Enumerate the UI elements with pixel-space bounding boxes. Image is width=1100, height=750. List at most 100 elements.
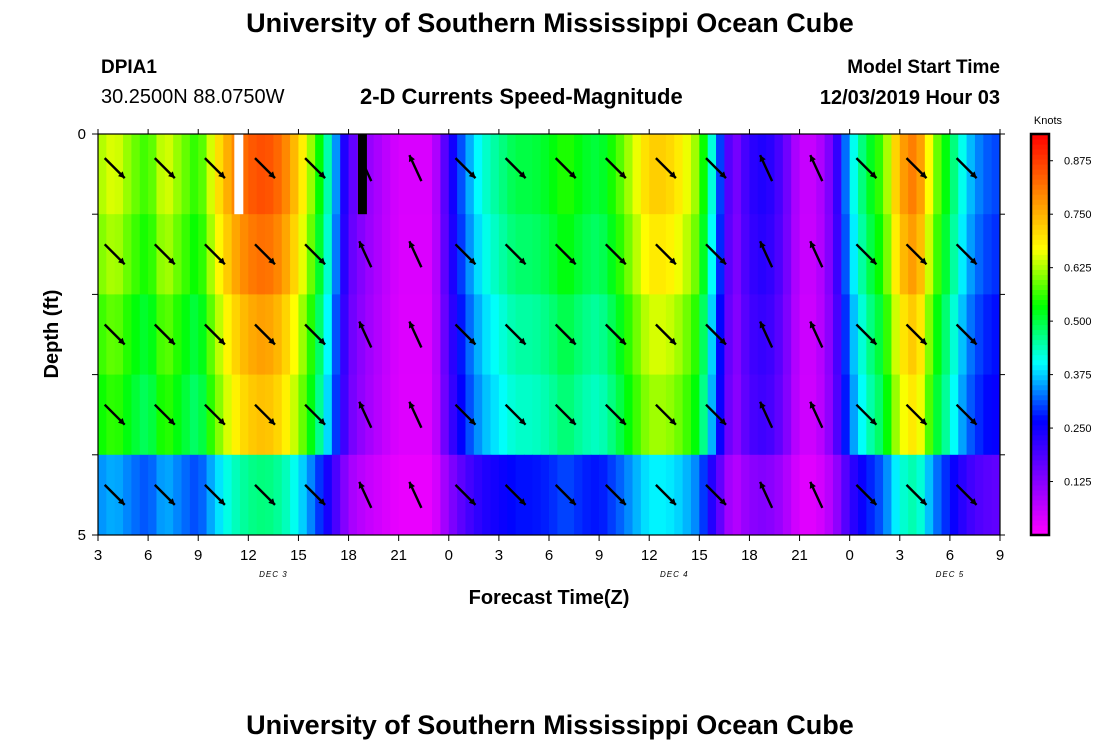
heatmap-cell — [866, 374, 876, 456]
heatmap-cell — [398, 134, 408, 215]
heatmap-cell — [114, 294, 124, 376]
heatmap-cell — [281, 294, 291, 376]
heatmap-cell — [356, 214, 366, 295]
heatmap-cell — [974, 374, 984, 456]
heatmap-cell — [807, 374, 817, 456]
heatmap-cell — [891, 134, 901, 215]
heatmap-cell — [924, 134, 934, 215]
heatmap-cell — [699, 214, 709, 295]
heatmap-cell — [782, 454, 792, 535]
heatmap-cell — [290, 454, 300, 535]
heatmap-cell — [565, 214, 575, 295]
heatmap-cell — [523, 214, 533, 295]
current-arrow — [153, 157, 176, 179]
heatmap-cell — [273, 294, 283, 376]
heatmap-cell — [239, 214, 249, 295]
colorbar-swatch — [1031, 269, 1049, 275]
heatmap-cell — [966, 134, 976, 215]
current-arrow — [204, 403, 226, 426]
heatmap-cell — [390, 134, 400, 215]
heatmap-cell — [348, 374, 358, 456]
heatmap-cell — [958, 214, 968, 295]
colorbar-tick-label: 0.875 — [1064, 156, 1092, 168]
colorbar-swatch — [1031, 459, 1049, 466]
heatmap-cell — [515, 454, 525, 535]
heatmap-cell — [574, 454, 584, 535]
colorbar-swatch — [1031, 164, 1049, 170]
current-arrow — [554, 323, 577, 346]
current-arrow — [855, 484, 878, 506]
colorbar-tick-label: 0.125 — [1064, 477, 1092, 489]
heatmap-cell — [465, 454, 475, 535]
heatmap-cell — [949, 294, 959, 376]
current-arrow — [454, 157, 477, 179]
missing-data-cell — [357, 134, 367, 215]
current-arrow — [254, 157, 276, 179]
heatmap-cell — [515, 374, 525, 456]
heatmap-cell — [423, 294, 433, 376]
heatmap-cell — [540, 134, 550, 215]
heatmap-cell — [632, 454, 642, 535]
heatmap-cell — [273, 134, 283, 215]
current-arrow — [408, 481, 423, 509]
heatmap-cell — [607, 374, 617, 456]
heatmap-cell — [373, 374, 383, 456]
heatmap-cell — [782, 294, 792, 376]
heatmap-cell — [883, 294, 893, 376]
heatmap-cell — [323, 454, 333, 535]
heatmap-cell — [816, 374, 826, 456]
heatmap-cell — [549, 294, 558, 376]
heatmap-cell — [916, 214, 926, 295]
heatmap-cell — [674, 214, 684, 295]
heatmap-cell — [908, 374, 918, 456]
heatmap-cell — [448, 214, 458, 295]
heatmap-cell — [523, 454, 533, 535]
heatmap-cell — [114, 134, 124, 215]
heatmap-cell — [899, 214, 909, 295]
heatmap-cell — [699, 454, 709, 535]
heatmap-cell — [799, 374, 809, 456]
current-arrow — [655, 157, 677, 179]
heatmap-cell — [106, 134, 116, 215]
heatmap-cell — [440, 214, 450, 295]
heatmap-cell — [448, 454, 458, 535]
heatmap-cell — [256, 294, 266, 376]
heatmap-cell — [256, 374, 266, 456]
current-arrow — [955, 243, 978, 266]
colorbar-swatch — [1031, 209, 1049, 215]
current-arrow — [408, 401, 423, 429]
current-arrow — [358, 240, 373, 268]
current-arrow — [153, 484, 176, 506]
heatmap-cell — [206, 134, 216, 215]
heatmap-cell — [599, 134, 609, 215]
heatmap-cell — [490, 294, 500, 376]
heatmap-cell — [774, 214, 784, 295]
heatmap-cell — [365, 134, 375, 215]
heatmap-cell — [824, 454, 834, 535]
colorbar-swatch — [1031, 329, 1049, 336]
heatmap-cell — [941, 214, 951, 295]
heatmap-cell — [131, 374, 141, 456]
x-tick-label: 15 — [290, 547, 307, 564]
heatmap-cell — [732, 134, 742, 215]
heatmap-cell — [114, 454, 124, 535]
colorbar-swatch — [1031, 309, 1049, 316]
heatmap-cell — [549, 134, 558, 215]
heatmap-cell — [615, 294, 625, 376]
heatmap-cell — [665, 214, 675, 295]
current-arrow — [705, 403, 727, 426]
heatmap-cell — [482, 374, 492, 456]
heatmap-cell — [256, 214, 266, 295]
x-tick-label: 12 — [641, 547, 658, 564]
heatmap-cell — [732, 374, 742, 456]
colorbar-swatch — [1031, 239, 1049, 245]
y-tick-label: 0 — [78, 126, 86, 143]
heatmap-cell — [398, 454, 408, 535]
heatmap-cell — [933, 454, 943, 535]
heatmap-cell — [582, 134, 592, 215]
heatmap-cell — [498, 214, 508, 295]
colorbar-swatch — [1031, 384, 1049, 391]
current-arrow — [304, 484, 326, 506]
heatmap-cell — [164, 294, 174, 376]
